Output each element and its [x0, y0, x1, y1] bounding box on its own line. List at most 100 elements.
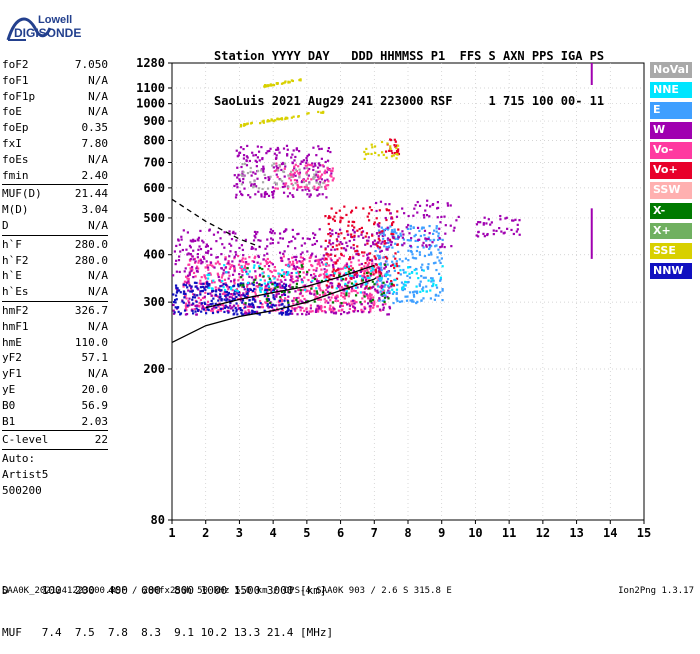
echo-point: [243, 312, 247, 315]
echo-point: [292, 299, 295, 302]
echo-point: [367, 236, 370, 239]
echo-point: [298, 173, 301, 176]
echo-point: [346, 312, 349, 315]
echo-point: [191, 296, 195, 299]
streak-point: [299, 78, 302, 81]
echo-point: [336, 294, 339, 297]
echo-point: [389, 274, 392, 277]
echo-point: [172, 312, 176, 315]
echo-point: [214, 293, 217, 296]
echo-point: [435, 225, 438, 228]
param-value: N/A: [88, 218, 108, 232]
echo-point: [369, 307, 372, 310]
echo-point: [330, 172, 333, 175]
echo-point: [337, 271, 341, 274]
echo-point: [268, 260, 271, 264]
echo-point: [439, 291, 442, 294]
echo-point: [367, 252, 371, 255]
echo-point: [198, 245, 201, 248]
echo-point: [377, 154, 380, 157]
echo-point: [323, 274, 327, 277]
echo-point: [283, 299, 286, 302]
echo-point: [437, 235, 440, 238]
echo-point: [296, 184, 300, 188]
echo-point: [364, 243, 367, 246]
echo-point: [426, 266, 429, 269]
echo-point: [449, 204, 452, 207]
echo-point: [284, 278, 287, 281]
echo-point: [266, 257, 269, 261]
echo-point: [409, 299, 412, 302]
echo-point: [224, 290, 227, 293]
echo-point: [276, 146, 279, 150]
echo-point: [319, 181, 322, 184]
echo-point: [299, 299, 302, 302]
legend-item-x-: X-: [650, 202, 692, 219]
echo-point: [367, 287, 370, 290]
echo-point: [292, 187, 295, 190]
echo-point: [438, 236, 441, 240]
echo-point: [397, 236, 400, 239]
param-value: N/A: [88, 367, 108, 381]
param-value: 110.0: [74, 335, 108, 349]
echo-point: [477, 221, 480, 224]
echo-point: [275, 307, 279, 310]
echo-point: [322, 263, 325, 266]
echo-point: [238, 272, 241, 276]
echo-point: [370, 301, 373, 305]
echo-point: [349, 256, 352, 259]
echo-point: [271, 193, 274, 196]
echo-point: [191, 298, 194, 301]
echo-point: [298, 175, 301, 179]
echo-point: [344, 294, 347, 297]
echo-point: [230, 237, 234, 241]
echo-point: [243, 265, 247, 268]
echo-point: [339, 216, 342, 219]
echo-point: [336, 295, 339, 299]
echo-point: [328, 285, 331, 288]
echo-point: [348, 268, 351, 271]
echo-point: [235, 295, 238, 299]
echo-point: [231, 273, 235, 276]
param-value: 22: [94, 433, 108, 447]
echo-point: [326, 159, 330, 162]
echo-point: [270, 303, 273, 307]
echo-point: [318, 170, 321, 173]
param-name: h`F2: [2, 253, 29, 267]
echo-point: [272, 196, 275, 199]
echo-point: [295, 170, 299, 173]
echo-point: [367, 262, 371, 265]
echo-point: [427, 279, 430, 282]
echo-point: [363, 300, 366, 303]
echo-point: [237, 279, 240, 282]
echo-point: [266, 291, 269, 294]
echo-point: [380, 272, 383, 275]
streak-point: [298, 78, 301, 82]
param-value: 7.80: [81, 136, 109, 150]
echo-point: [305, 185, 308, 188]
echo-point: [272, 296, 275, 299]
echo-point: [295, 148, 298, 151]
echo-point: [192, 302, 195, 305]
echo-point: [199, 290, 202, 293]
echo-point: [345, 292, 348, 295]
echo-point: [330, 311, 333, 314]
x-tick-label: 4: [270, 526, 277, 540]
echo-point: [201, 305, 205, 308]
y-tick-label: 1100: [136, 81, 165, 95]
echo-point: [265, 298, 268, 301]
echo-point: [386, 248, 389, 251]
echo-point: [363, 295, 366, 298]
echo-point: [287, 258, 290, 261]
echo-point: [190, 269, 193, 272]
echo-point: [408, 232, 411, 235]
echo-point: [194, 285, 197, 288]
echo-point: [255, 281, 259, 284]
echo-point: [269, 287, 273, 291]
param-separator: [2, 234, 108, 236]
echo-point: [438, 272, 441, 276]
echo-point: [435, 284, 438, 287]
param-row: C-level 22: [2, 432, 108, 448]
echo-point: [174, 298, 177, 302]
echo-point: [175, 298, 178, 301]
